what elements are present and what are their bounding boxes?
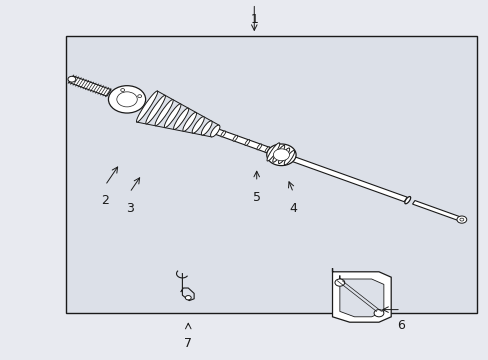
- Circle shape: [68, 76, 76, 82]
- Ellipse shape: [272, 145, 284, 162]
- Ellipse shape: [232, 135, 237, 141]
- Ellipse shape: [201, 121, 212, 135]
- Text: 5: 5: [252, 191, 260, 204]
- Ellipse shape: [284, 150, 294, 165]
- Circle shape: [108, 86, 145, 113]
- Circle shape: [138, 95, 142, 98]
- Text: 2: 2: [101, 194, 109, 207]
- Polygon shape: [69, 76, 111, 96]
- Polygon shape: [332, 268, 390, 322]
- Ellipse shape: [136, 91, 158, 122]
- Circle shape: [334, 279, 344, 286]
- Text: 6: 6: [396, 319, 404, 332]
- Polygon shape: [291, 157, 407, 202]
- Ellipse shape: [404, 197, 410, 204]
- Ellipse shape: [155, 100, 173, 126]
- Text: 7: 7: [184, 337, 192, 350]
- Text: 3: 3: [125, 202, 133, 215]
- Circle shape: [373, 310, 383, 317]
- Ellipse shape: [210, 125, 220, 137]
- Circle shape: [266, 144, 296, 166]
- Ellipse shape: [164, 104, 181, 128]
- Polygon shape: [339, 275, 383, 317]
- Circle shape: [121, 89, 124, 91]
- Polygon shape: [412, 201, 462, 221]
- Ellipse shape: [183, 112, 196, 131]
- Ellipse shape: [221, 131, 225, 137]
- Ellipse shape: [145, 95, 165, 124]
- Circle shape: [117, 92, 137, 107]
- Ellipse shape: [257, 144, 261, 150]
- Ellipse shape: [278, 148, 289, 163]
- Polygon shape: [215, 129, 275, 154]
- Circle shape: [456, 216, 466, 223]
- Ellipse shape: [264, 147, 269, 153]
- Ellipse shape: [192, 117, 204, 133]
- Text: 1: 1: [250, 13, 258, 26]
- Circle shape: [459, 218, 463, 221]
- Circle shape: [273, 149, 289, 161]
- Text: 4: 4: [289, 202, 297, 215]
- Ellipse shape: [244, 140, 249, 145]
- Circle shape: [185, 296, 191, 300]
- Bar: [66, 36, 476, 313]
- Ellipse shape: [266, 143, 279, 161]
- Ellipse shape: [173, 108, 188, 130]
